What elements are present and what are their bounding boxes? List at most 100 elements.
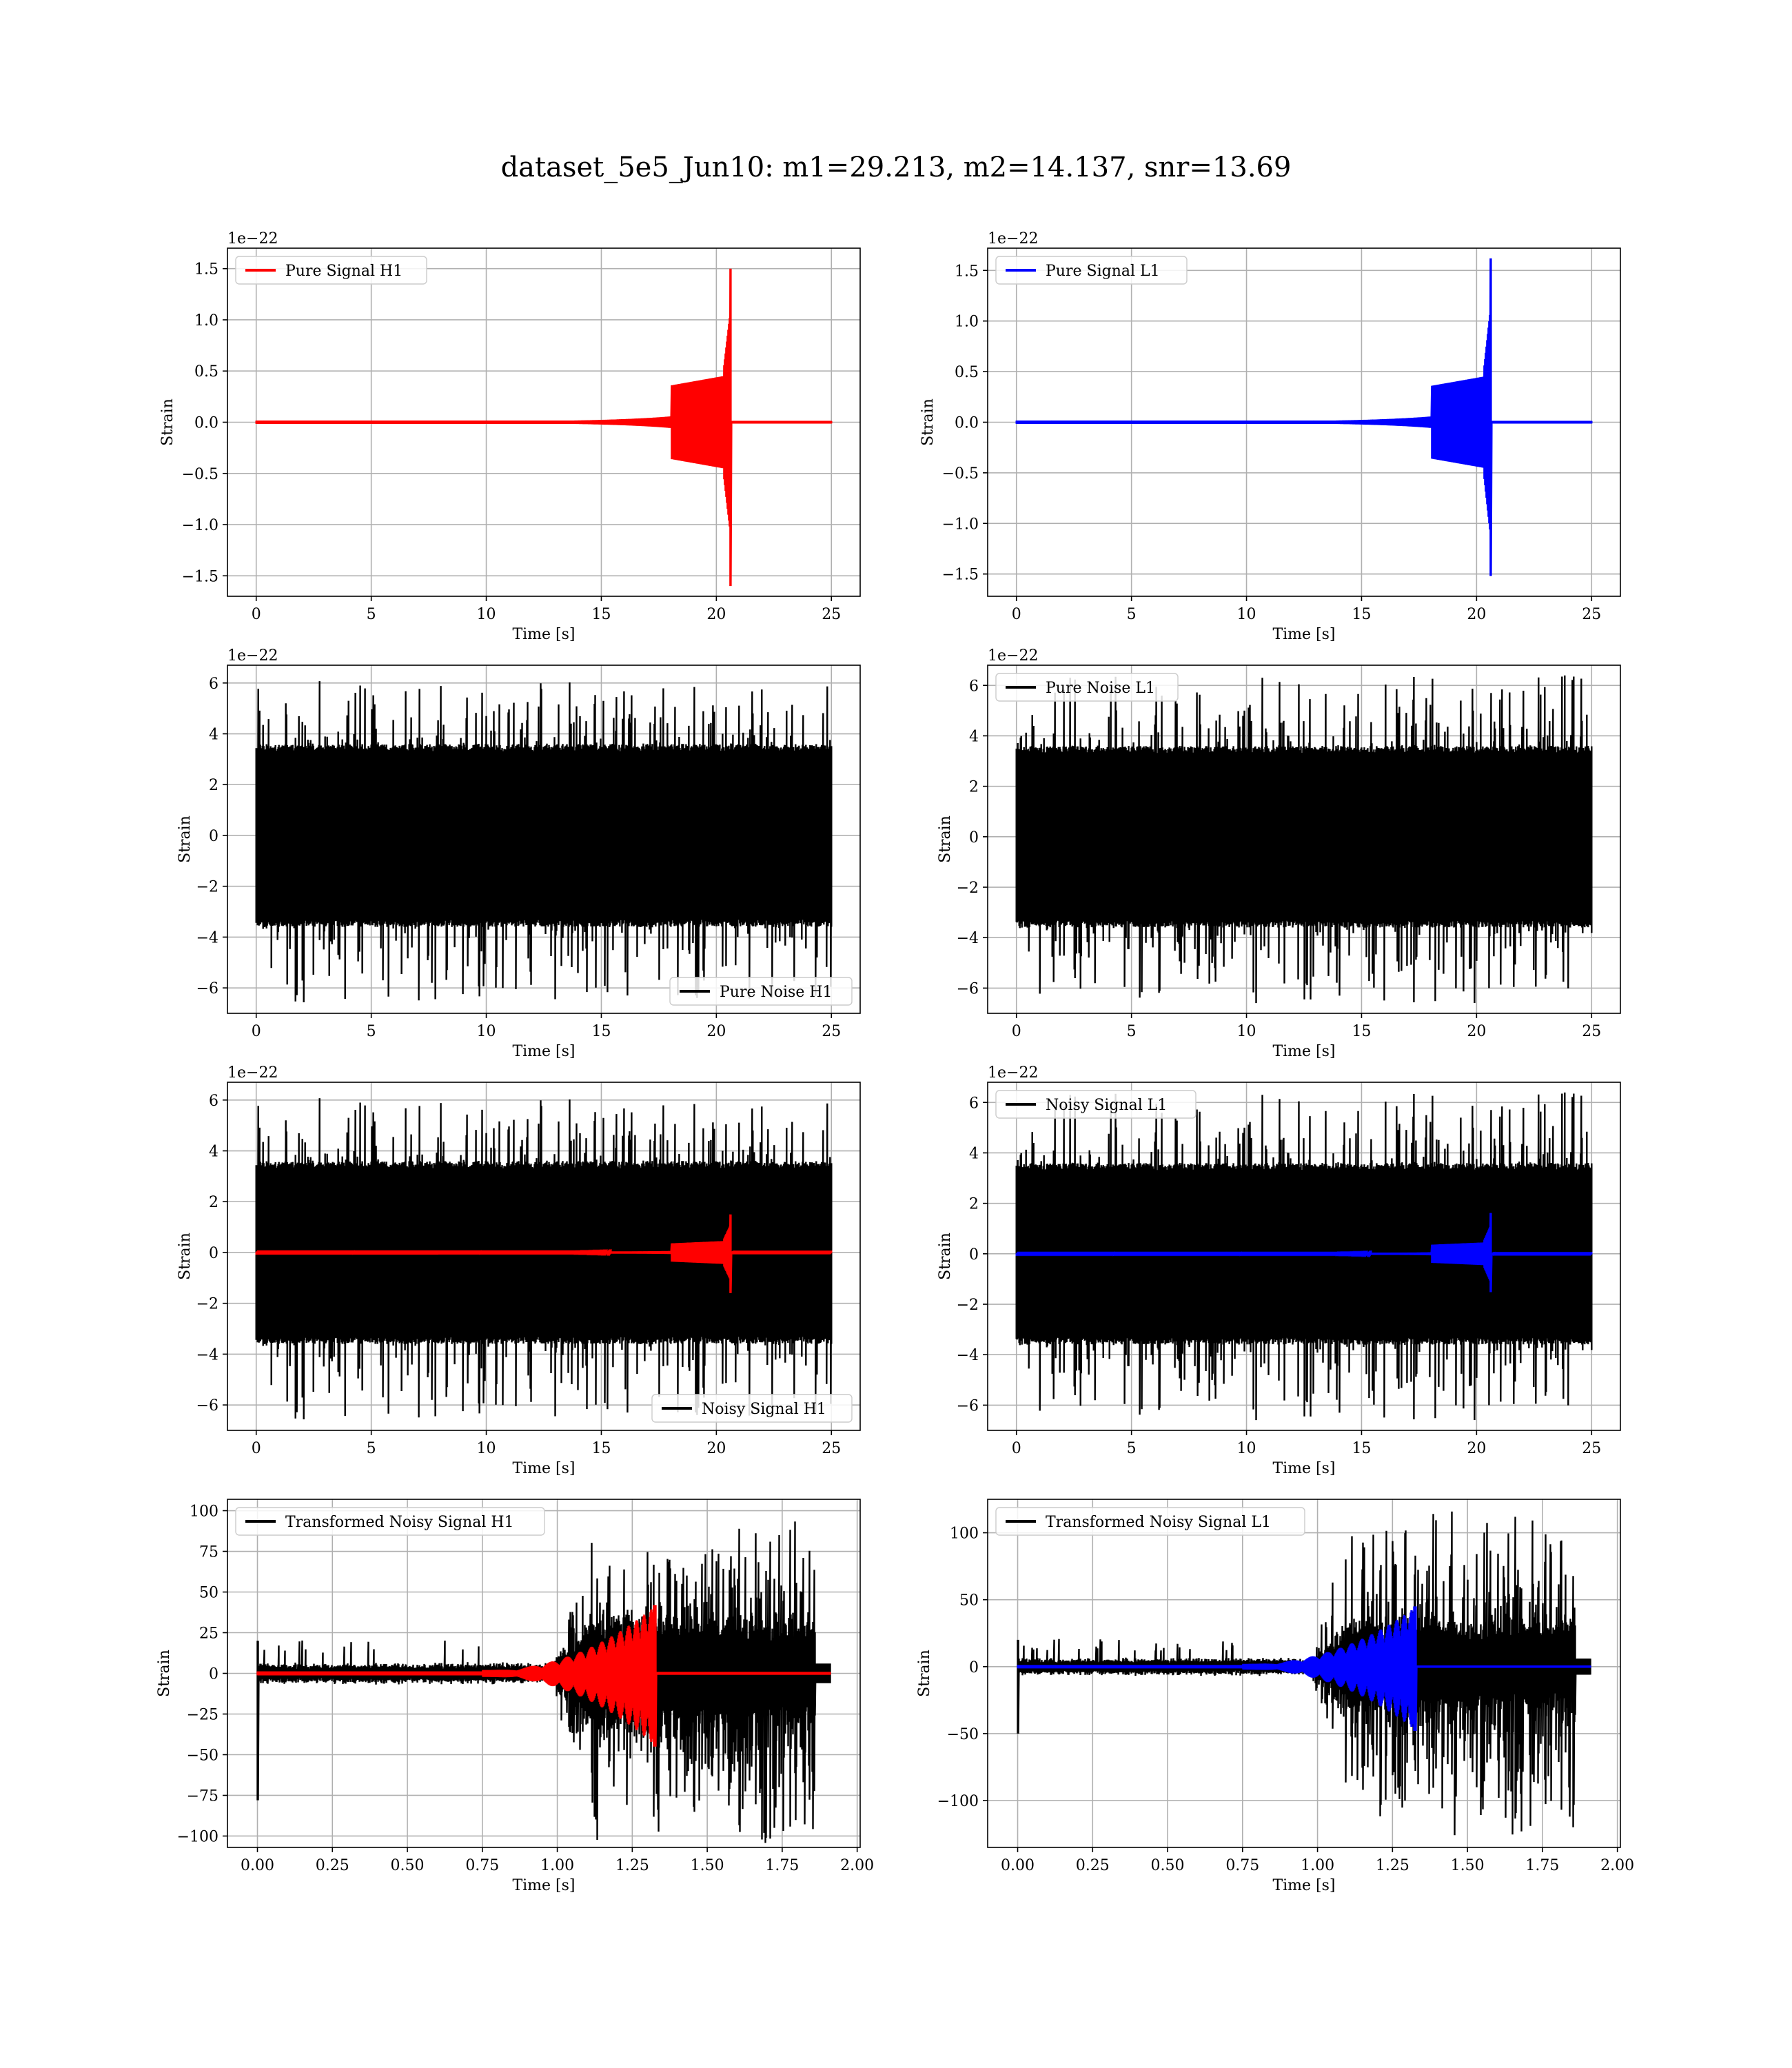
subplot-1: 0 5 10 15 20 25 −1.5 −1.0 −0.5 0.0 0.5 1.0 1.5 Time [… [159, 230, 861, 643]
x-axis-label: Time [s] [512, 1877, 575, 1894]
series-line-1 [256, 1521, 831, 1843]
x-tick-label: 5 [367, 1023, 376, 1040]
x-tick-label: 0 [1012, 606, 1021, 623]
x-axis-label: Time [s] [1272, 1877, 1335, 1894]
x-tick-label: 1.50 [1451, 1857, 1485, 1874]
figure-suptitle: dataset_5e5_Jun10: m1=29.213, m2=14.137,… [500, 152, 1292, 183]
subplot-6: 0 5 10 15 20 25 −6 −4 −2 0 2 4 6 Time [s] Strain 1e−22 N… [937, 1064, 1621, 1477]
series-line-1 [255, 1098, 833, 1420]
y-tick-label: −1.5 [942, 567, 979, 584]
legend-label: Noisy Signal L1 [1046, 1097, 1167, 1114]
x-tick-label: 0 [1012, 1440, 1021, 1457]
legend-label: Pure Noise L1 [1046, 680, 1155, 697]
legend: Pure Signal L1 [995, 256, 1188, 285]
y-tick-label: −6 [196, 980, 218, 997]
x-tick-label: 1.00 [540, 1857, 574, 1874]
y-tick-label: 0.0 [955, 415, 979, 432]
x-tick-label: 0.75 [465, 1857, 499, 1874]
x-tick-label: 0 [252, 606, 261, 623]
legend-label: Transformed Noisy Signal H1 [285, 1514, 514, 1531]
x-tick-label: 0.00 [1001, 1857, 1035, 1874]
y-tick-label: 6 [969, 678, 979, 695]
y-tick-label: −1.0 [182, 517, 218, 534]
legend: Pure Signal H1 [235, 256, 427, 285]
x-axis-label: Time [s] [512, 626, 575, 643]
axes-frame [987, 1499, 1621, 1848]
legend-box [235, 256, 427, 285]
y-tick-label: 0 [969, 1659, 979, 1676]
y-tick-label: −6 [957, 980, 979, 997]
y-tick-label: 75 [199, 1544, 218, 1561]
y-tick-label: 1.0 [955, 314, 979, 331]
y-axis-label: Strain [919, 398, 937, 446]
y-tick-label: 25 [199, 1625, 218, 1643]
y-tick-label: −75 [187, 1787, 218, 1805]
y-tick-label: 100 [190, 1503, 218, 1521]
x-tick-label: 1.25 [1376, 1857, 1409, 1874]
x-axis-label: Time [s] [1272, 1043, 1335, 1060]
legend-label: Transformed Noisy Signal L1 [1046, 1514, 1271, 1531]
legend: Noisy Signal L1 [995, 1090, 1197, 1119]
x-tick-label: 10 [477, 1023, 496, 1040]
axes-frame [227, 665, 861, 1014]
y-tick-label: −4 [196, 929, 218, 946]
series-line-1 [1015, 1092, 1593, 1421]
legend: Transformed Noisy Signal H1 [235, 1507, 545, 1536]
x-tick-label: 25 [822, 1023, 841, 1040]
x-tick-label: 15 [1352, 1440, 1371, 1457]
series-line-1 [1015, 258, 1593, 576]
x-tick-label: 20 [706, 606, 726, 623]
x-tick-label: 20 [706, 1440, 726, 1457]
legend-box [651, 1394, 853, 1423]
y-tick-label: 2 [969, 779, 979, 796]
x-tick-label: 15 [591, 606, 611, 623]
legend-box [995, 673, 1179, 702]
x-tick-label: 0.75 [1225, 1857, 1259, 1874]
y-tick-label: −1.5 [182, 568, 218, 585]
y-tick-label: −0.5 [182, 466, 218, 483]
axes-frame [987, 665, 1621, 1014]
y-tick-label: −25 [187, 1706, 218, 1723]
x-tick-label: 15 [1352, 606, 1371, 623]
series-line-1 [255, 268, 833, 587]
y-tick-label: 2 [969, 1196, 979, 1213]
x-tick-label: 25 [822, 606, 841, 623]
offset-text: 1e−22 [227, 230, 278, 247]
offset-text: 1e−22 [988, 647, 1038, 665]
x-tick-label: 0.00 [241, 1857, 274, 1874]
y-axis-label: Strain [916, 1650, 933, 1697]
x-axis-label: Time [s] [512, 1460, 575, 1477]
x-tick-label: 25 [822, 1440, 841, 1457]
legend: Transformed Noisy Signal L1 [995, 1507, 1305, 1536]
x-tick-label: 0.25 [1076, 1857, 1110, 1874]
y-tick-label: −2 [196, 879, 218, 896]
y-tick-label: 100 [950, 1525, 979, 1543]
y-tick-label: −4 [957, 930, 979, 947]
y-tick-label: 6 [969, 1095, 979, 1112]
x-axis-label: Time [s] [512, 1043, 575, 1060]
y-tick-label: 0.5 [194, 363, 218, 381]
y-tick-label: −4 [196, 1346, 218, 1364]
x-tick-label: 0 [1012, 1023, 1021, 1040]
x-tick-label: 20 [1467, 1440, 1486, 1457]
x-tick-label: 20 [706, 1023, 726, 1040]
y-tick-label: 4 [209, 727, 218, 744]
legend-box [995, 1507, 1305, 1536]
x-tick-label: 2.00 [840, 1857, 874, 1874]
series-line-1 [1017, 1511, 1591, 1836]
x-tick-label: 10 [477, 606, 496, 623]
y-tick-label: −50 [187, 1747, 218, 1764]
y-tick-label: 0 [209, 828, 218, 845]
y-axis-label: Strain [176, 1233, 194, 1280]
y-tick-label: 0.5 [955, 364, 979, 381]
x-tick-label: 15 [591, 1023, 611, 1040]
x-tick-label: 0.50 [1151, 1857, 1185, 1874]
legend: Pure Noise L1 [995, 673, 1179, 702]
y-axis-label: Strain [176, 815, 194, 863]
legend-box [235, 1507, 545, 1536]
legend-label: Pure Signal L1 [1046, 263, 1160, 280]
x-tick-label: 25 [1582, 1023, 1601, 1040]
y-axis-label: Strain [937, 815, 954, 863]
y-tick-label: 6 [209, 1093, 218, 1110]
